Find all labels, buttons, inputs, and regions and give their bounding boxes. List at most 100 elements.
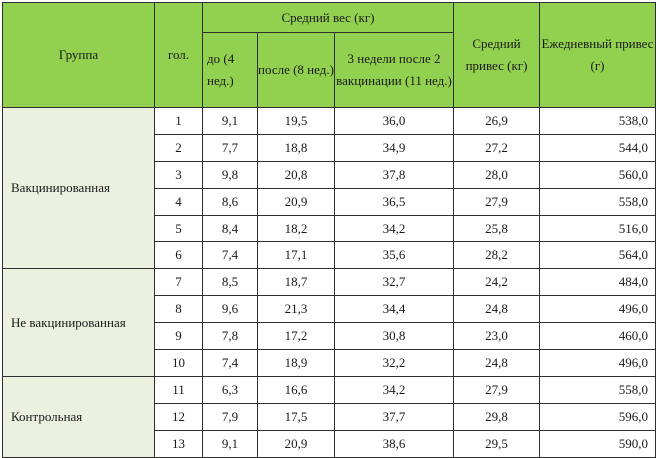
week11-weight-cell: 32,7 xyxy=(333,268,455,297)
week11-weight-cell: 37,7 xyxy=(333,402,455,431)
week11-weight-cell: 30,8 xyxy=(333,322,455,351)
avg-gain-cell: 29,8 xyxy=(453,402,541,431)
header-three-weeks: 3 недели после 2 вакцинации (11 нед.) xyxy=(333,32,455,108)
daily-gain-cell: 538,0 xyxy=(539,107,657,135)
header-gol: гол. xyxy=(154,2,203,108)
after-weight-cell: 21,3 xyxy=(257,295,335,324)
group-name-cell: Не вакцинированная xyxy=(2,268,155,377)
avg-gain-cell: 27,9 xyxy=(453,187,541,216)
after-weight-cell: 18,2 xyxy=(257,214,335,243)
header-avg-weight: Средний вес (кг) xyxy=(201,2,455,33)
table-row: 6 7,4 17,1 35,6 28,2 564,0 xyxy=(3,241,657,270)
avg-gain-cell: 24,2 xyxy=(453,268,541,297)
row-id-cell: 1 xyxy=(154,107,203,135)
week11-weight-cell: 36,5 xyxy=(333,187,455,216)
avg-gain-cell: 28,0 xyxy=(453,160,541,189)
before-weight-cell: 9,1 xyxy=(202,429,258,458)
group-name-cell: Контрольная xyxy=(2,375,155,458)
daily-gain-cell: 460,0 xyxy=(539,322,657,351)
row-id-cell: 3 xyxy=(154,160,203,189)
before-weight-cell: 7,4 xyxy=(202,241,258,270)
week11-weight-cell: 37,8 xyxy=(333,160,455,189)
week11-weight-cell: 34,9 xyxy=(333,133,455,162)
week11-weight-cell: 36,0 xyxy=(333,107,455,135)
after-weight-cell: 18,8 xyxy=(257,133,335,162)
after-weight-cell: 20,9 xyxy=(257,429,335,458)
row-id-cell: 7 xyxy=(154,268,203,297)
avg-gain-cell: 29,5 xyxy=(453,429,541,458)
after-weight-cell: 17,5 xyxy=(257,402,335,431)
daily-gain-cell: 596,0 xyxy=(539,402,657,431)
header-before: до (4 нед.) xyxy=(202,32,258,108)
table-row: Не вакцинированная 7 8,5 18,7 32,7 24,2 484,0 xyxy=(2,268,657,377)
after-weight-cell: 17,2 xyxy=(257,322,335,351)
group-name-cell: Вакцинированная xyxy=(2,106,155,270)
week11-weight-cell: 34,2 xyxy=(333,214,455,243)
before-weight-cell: 9,6 xyxy=(202,295,258,324)
after-weight-cell: 18,9 xyxy=(257,349,335,377)
before-weight-cell: 8,5 xyxy=(202,268,258,297)
header-after: после (8 нед.) xyxy=(257,32,335,108)
after-weight-cell: 17,1 xyxy=(257,241,335,270)
after-weight-cell: 16,6 xyxy=(257,375,335,404)
before-weight-cell: 8,4 xyxy=(202,214,258,243)
row-id-cell: 10 xyxy=(154,349,203,377)
row-id-cell: 5 xyxy=(154,214,203,243)
week11-weight-cell: 34,2 xyxy=(333,375,455,404)
daily-gain-cell: 516,0 xyxy=(539,214,657,243)
avg-gain-cell: 26,9 xyxy=(453,107,541,135)
after-weight-cell: 20,8 xyxy=(257,160,335,189)
table-row: Контрольная 11 6,3 16,6 34,2 27,9 558,0 xyxy=(2,375,657,458)
week11-weight-cell: 38,6 xyxy=(333,429,455,458)
daily-gain-cell: 558,0 xyxy=(539,375,657,404)
avg-gain-cell: 28,2 xyxy=(453,241,541,270)
avg-gain-cell: 27,2 xyxy=(453,133,541,162)
daily-gain-cell: 564,0 xyxy=(539,241,657,270)
before-weight-cell: 8,6 xyxy=(202,187,258,216)
table-row: 12 7,9 17,5 37,7 29,8 596,0 xyxy=(3,402,657,431)
after-weight-cell: 20,9 xyxy=(257,187,335,216)
row-id-cell: 13 xyxy=(154,429,203,458)
before-weight-cell: 7,8 xyxy=(202,322,258,351)
table-row: 13 9,1 20,9 38,6 29,5 590,0 xyxy=(3,429,657,458)
after-weight-cell: 18,7 xyxy=(257,268,335,297)
avg-gain-cell: 24,8 xyxy=(453,349,541,377)
table-row: 4 8,6 20,9 36,5 27,9 558,0 xyxy=(3,187,657,216)
daily-gain-cell: 496,0 xyxy=(539,349,657,377)
avg-gain-cell: 23,0 xyxy=(453,322,541,351)
before-weight-cell: 7,9 xyxy=(202,402,258,431)
header-avg-gain: Средний привес (кг) xyxy=(453,2,541,108)
week11-weight-cell: 32,2 xyxy=(333,349,455,377)
row-id-cell: 6 xyxy=(154,241,203,270)
row-id-cell: 12 xyxy=(154,402,203,431)
row-id-cell: 2 xyxy=(154,133,203,162)
daily-gain-cell: 544,0 xyxy=(539,133,657,162)
daily-gain-cell: 484,0 xyxy=(539,268,657,297)
table-body: Вакцинированная 1 9,1 19,5 36,0 26,9 538,0 2 7,7… xyxy=(2,106,657,458)
header-group: Группа xyxy=(2,2,155,108)
table-row: 9 7,8 17,2 30,8 23,0 460,0 xyxy=(3,322,657,351)
table-row: Вакцинированная 1 9,1 19,5 36,0 26,9 538,0 xyxy=(2,106,657,270)
daily-gain-cell: 558,0 xyxy=(539,187,657,216)
table-row: 5 8,4 18,2 34,2 25,8 516,0 xyxy=(3,214,657,243)
before-weight-cell: 6,3 xyxy=(202,375,258,404)
avg-gain-cell: 24,8 xyxy=(453,295,541,324)
table-row: 3 9,8 20,8 37,8 28,0 560,0 xyxy=(3,160,657,189)
before-weight-cell: 7,4 xyxy=(202,349,258,377)
table-row: 8 9,6 21,3 34,4 24,8 496,0 xyxy=(3,295,657,324)
table-header: Группа гол. Средний вес (кг) Средний при… xyxy=(2,2,657,108)
daily-gain-cell: 496,0 xyxy=(539,295,657,324)
before-weight-cell: 7,7 xyxy=(202,133,258,162)
before-weight-cell: 9,8 xyxy=(202,160,258,189)
row-id-cell: 9 xyxy=(154,322,203,351)
week11-weight-cell: 35,6 xyxy=(333,241,455,270)
header-daily-gain: Ежедневный привес (г) xyxy=(539,2,657,108)
daily-gain-cell: 590,0 xyxy=(539,429,657,458)
row-id-cell: 8 xyxy=(154,295,203,324)
avg-gain-cell: 25,8 xyxy=(453,214,541,243)
row-id-cell: 4 xyxy=(154,187,203,216)
table-row: 10 7,4 18,9 32,2 24,8 496,0 xyxy=(3,349,657,377)
after-weight-cell: 19,5 xyxy=(257,107,335,135)
before-weight-cell: 9,1 xyxy=(202,107,258,135)
